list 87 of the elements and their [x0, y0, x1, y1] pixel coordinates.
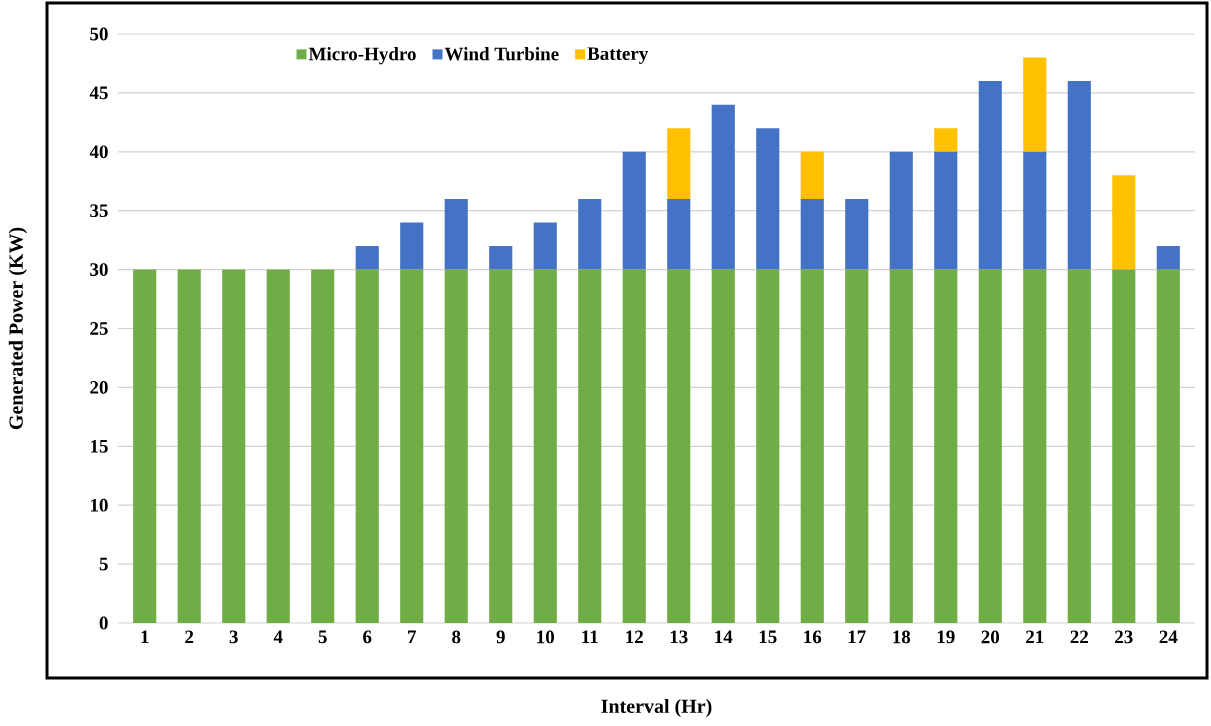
x-tick-label: 21: [1026, 630, 1044, 644]
bar: [800, 151, 824, 199]
bar: [1112, 269, 1136, 623]
bar: [489, 269, 513, 623]
bar: [1023, 151, 1047, 270]
legend-label: Battery: [587, 47, 649, 64]
x-tick-label: 19: [937, 630, 955, 644]
x-tick-label: 7: [408, 630, 417, 643]
bar: [667, 269, 691, 623]
y-tick-label: 20: [90, 380, 108, 394]
x-tick-label: 20: [981, 630, 1000, 644]
bar: [266, 269, 290, 623]
x-tick-label: 24: [1159, 630, 1178, 644]
y-tick-label: 30: [90, 263, 108, 277]
y-tick-label: 25: [90, 322, 108, 335]
x-tick-label: 22: [1070, 630, 1088, 644]
bar: [578, 198, 602, 270]
bar: [622, 151, 646, 270]
bar: [756, 269, 780, 623]
bar: [800, 198, 824, 270]
y-tick-label: 45: [89, 86, 108, 100]
bar: [355, 269, 379, 623]
bar: [444, 198, 468, 270]
bar: [622, 269, 646, 623]
bar: [1112, 175, 1136, 270]
y-tick-label: 10: [91, 498, 108, 512]
bar: [311, 269, 335, 623]
bar: [667, 128, 691, 199]
bar: [1067, 81, 1091, 270]
bar: [934, 269, 958, 623]
y-tick-label: 50: [90, 27, 108, 41]
y-tick-label: 15: [91, 439, 108, 453]
bar: [845, 269, 869, 623]
y-axis-title: Generated Power (KW): [8, 227, 27, 430]
x-tick-label: 17: [848, 630, 866, 644]
bar: [1156, 269, 1180, 623]
bar: [889, 151, 913, 270]
bar: [1023, 269, 1047, 623]
bar: [934, 128, 958, 152]
x-tick-label: 8: [452, 630, 461, 644]
bar: [133, 269, 157, 623]
bar: [533, 222, 557, 270]
bar: [934, 151, 958, 270]
x-tick-label: 5: [318, 630, 327, 644]
x-tick-label: 6: [363, 630, 372, 644]
bar: [978, 269, 1002, 623]
bar: [489, 246, 513, 270]
x-tick-label: 16: [804, 630, 822, 644]
bar: [845, 198, 869, 270]
x-tick-label: 15: [759, 630, 777, 644]
bar: [889, 269, 913, 623]
x-tick-label: 14: [715, 630, 733, 644]
x-tick-label: 3: [229, 630, 238, 644]
bar: [1156, 246, 1180, 270]
y-tick-label: 5: [99, 557, 108, 571]
bar: [711, 269, 735, 623]
x-tick-label: 1: [141, 630, 149, 644]
y-tick-label: 35: [90, 204, 108, 218]
bar: [1067, 269, 1091, 623]
x-tick-label: 2: [185, 630, 194, 644]
bar: [667, 198, 691, 270]
bar: [400, 222, 424, 270]
bar: [533, 269, 557, 623]
bar: [1023, 57, 1047, 152]
bar: [400, 269, 424, 623]
legend-label: Micro-Hydro: [308, 47, 416, 65]
bar: [222, 269, 246, 623]
y-tick-label: 0: [99, 616, 108, 630]
x-axis-title: Interval (Hr): [601, 698, 712, 718]
y-tick-label: 40: [89, 145, 108, 159]
bar: [711, 104, 735, 270]
x-tick-label: 23: [1115, 630, 1133, 644]
x-tick-label: 12: [626, 630, 643, 644]
bar: [177, 269, 201, 623]
x-tick-label: 11: [582, 630, 598, 644]
bar: [578, 269, 602, 623]
x-tick-label: 18: [893, 630, 911, 644]
bar: [756, 128, 780, 270]
legend-label: Wind Turbine: [444, 47, 559, 61]
x-tick-label: 10: [537, 630, 555, 644]
bar: [978, 81, 1002, 270]
bar: [355, 246, 379, 270]
x-tick-label: 9: [496, 630, 505, 644]
x-tick-label: 13: [670, 630, 688, 644]
x-tick-label: 4: [273, 630, 283, 644]
bar: [444, 269, 468, 623]
bar: [800, 269, 824, 623]
